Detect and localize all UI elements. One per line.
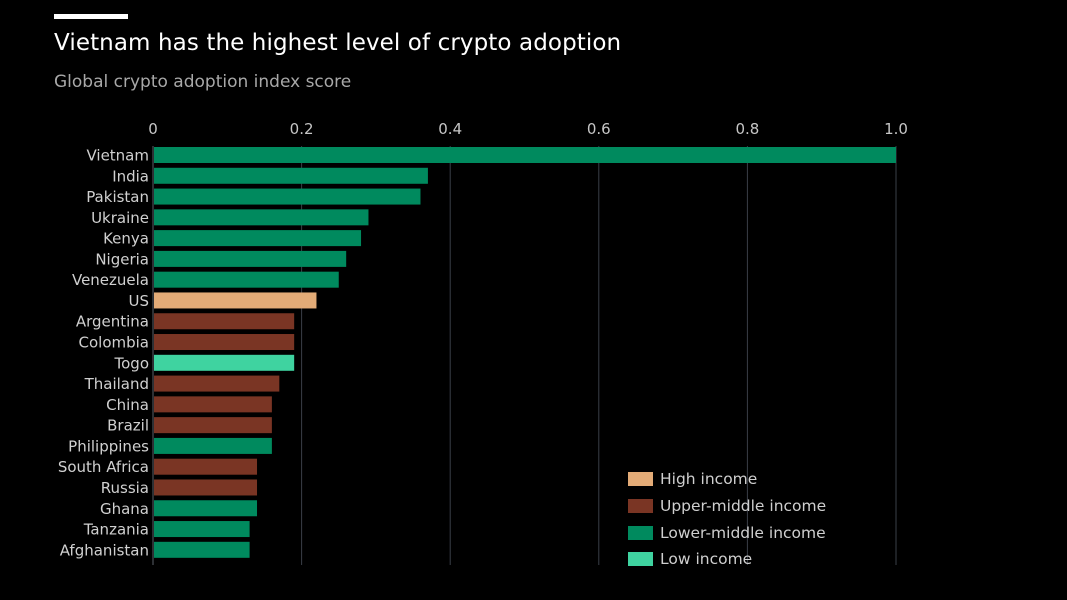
legend-swatch — [628, 552, 653, 566]
category-label-brazil: Brazil — [107, 417, 149, 435]
bar-colombia — [154, 334, 294, 350]
legend-swatch — [628, 526, 653, 540]
legend-label: Lower-middle income — [660, 524, 826, 542]
category-label-russia: Russia — [101, 479, 149, 497]
x-tick-label: 0 — [148, 120, 158, 138]
category-label-nigeria: Nigeria — [95, 250, 149, 268]
bar-argentina — [154, 313, 294, 329]
category-label-vietnam: Vietnam — [86, 147, 149, 165]
legend: High income Upper-middle income Lower-mi… — [628, 466, 826, 573]
legend-item-high-income: High income — [628, 466, 826, 493]
category-label-ukraine: Ukraine — [91, 209, 149, 227]
category-label-venezuela: Venezuela — [72, 271, 149, 289]
bar-chart: 0 0.2 0.4 0.6 0.8 1.0 Vietnam India Pakistan Ukr… — [0, 0, 1067, 600]
legend-label: Upper-middle income — [660, 497, 826, 515]
bar-thailand — [154, 376, 279, 392]
legend-swatch — [628, 472, 653, 486]
category-label-argentina: Argentina — [76, 313, 149, 331]
category-label-ghana: Ghana — [100, 500, 149, 518]
bar-afghanistan — [154, 542, 250, 558]
x-tick-label: 0.4 — [438, 120, 462, 138]
legend-item-upper-middle-income: Upper-middle income — [628, 493, 826, 520]
bar-brazil — [154, 417, 272, 433]
bar-togo — [154, 355, 294, 371]
x-tick-label: 0.6 — [587, 120, 611, 138]
bar-tanzania — [154, 521, 250, 537]
category-label-pakistan: Pakistan — [86, 188, 149, 206]
category-labels: Vietnam India Pakistan Ukraine Kenya Nigeria V… — [58, 147, 149, 560]
legend-item-low-income: Low income — [628, 546, 826, 573]
category-label-us: US — [128, 292, 149, 310]
bar-russia — [154, 479, 257, 495]
x-tick-label: 1.0 — [884, 120, 908, 138]
x-axis-ticks: 0 0.2 0.4 0.6 0.8 1.0 — [148, 120, 908, 138]
category-label-india: India — [112, 167, 149, 185]
bar-kenya — [154, 230, 361, 246]
x-tick-label: 0.8 — [735, 120, 759, 138]
bar-nigeria — [154, 251, 346, 267]
category-label-philippines: Philippines — [68, 437, 149, 455]
bar-south-africa — [154, 459, 257, 475]
category-label-kenya: Kenya — [103, 230, 149, 248]
category-label-tanzania: Tanzania — [83, 521, 149, 539]
category-label-thailand: Thailand — [84, 375, 149, 393]
bar-ghana — [154, 500, 257, 516]
bar-ukraine — [154, 209, 368, 225]
legend-label: High income — [660, 470, 757, 488]
legend-swatch — [628, 499, 653, 513]
bar-pakistan — [154, 189, 420, 205]
bar-venezuela — [154, 272, 339, 288]
category-label-colombia: Colombia — [79, 334, 150, 352]
x-tick-label: 0.2 — [290, 120, 314, 138]
bar-us — [154, 292, 316, 308]
category-label-togo: Togo — [114, 354, 150, 372]
bar-china — [154, 396, 272, 412]
category-label-south-africa: South Africa — [58, 458, 149, 476]
bar-vietnam — [154, 147, 896, 163]
bar-india — [154, 168, 428, 184]
bar-philippines — [154, 438, 272, 454]
category-label-afghanistan: Afghanistan — [60, 541, 149, 559]
category-label-china: China — [106, 396, 149, 414]
legend-label: Low income — [660, 550, 752, 568]
legend-item-lower-middle-income: Lower-middle income — [628, 519, 826, 546]
